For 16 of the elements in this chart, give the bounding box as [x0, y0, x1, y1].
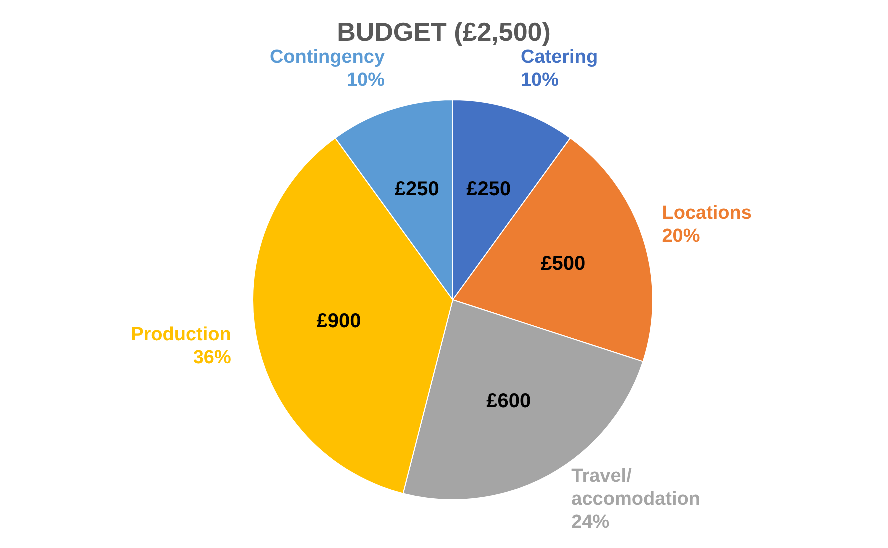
chart-title: BUDGET (£2,500)	[337, 17, 551, 47]
data-label: £250	[466, 178, 512, 201]
slice-label: Contingency	[270, 46, 386, 68]
text: 36%	[193, 348, 232, 369]
slice-label: Catering	[520, 46, 598, 68]
data-label: £250	[394, 178, 440, 201]
text: 10%	[520, 70, 560, 91]
data-label: £900	[316, 310, 362, 333]
slice-label: Travel/accomodation	[572, 466, 700, 510]
text: 10%	[346, 70, 386, 91]
text: 20%	[662, 226, 700, 247]
data-label: £500	[541, 253, 586, 276]
text: 24%	[572, 512, 610, 533]
slice-label: Production	[131, 324, 232, 346]
slice-label: Locations	[662, 202, 752, 224]
data-label: £600	[486, 390, 532, 413]
